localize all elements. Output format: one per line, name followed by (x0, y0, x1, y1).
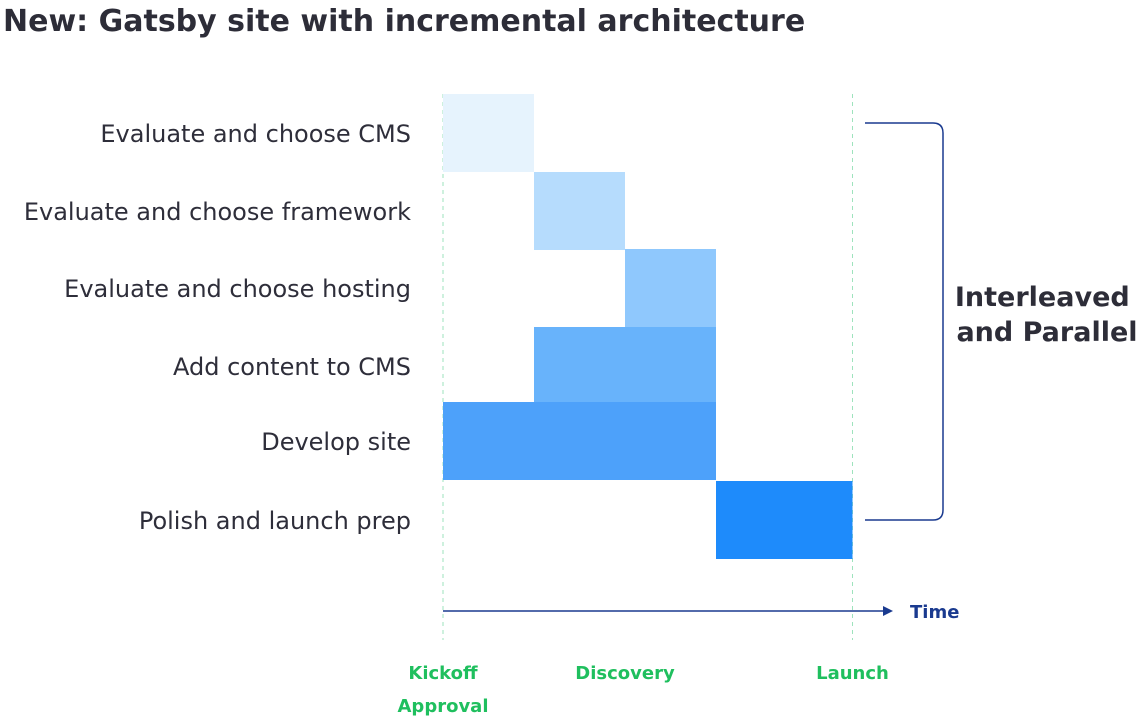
kickoff-label: Kickoff Approval (398, 663, 489, 717)
task-label: Evaluate and choose hosting (64, 275, 411, 303)
annotation-label: Interleaved and Parallel (955, 282, 1136, 348)
task-bars (443, 94, 853, 559)
time-axis: Time (443, 602, 959, 623)
task-bar (443, 402, 716, 480)
task-label: Polish and launch prep (139, 507, 411, 535)
task-label: Add content to CMS (173, 353, 411, 381)
task-label: Develop site (261, 428, 411, 456)
task-label: Evaluate and choose framework (24, 198, 411, 226)
task-bar (534, 172, 625, 250)
milestone-guide-lines (442, 94, 853, 640)
task-labels: Evaluate and choose CMS Evaluate and choo… (24, 120, 411, 535)
interleaved-annotation: Interleaved and Parallel (865, 122, 1136, 521)
time-axis-label: Time (910, 602, 959, 623)
task-bar (443, 94, 534, 172)
chart-title: New: Gatsby site with incremental archit… (3, 4, 805, 39)
time-axis-arrowhead (883, 606, 893, 616)
task-bar (625, 249, 716, 327)
annotation-line-1: Interleaved (955, 282, 1130, 313)
task-bar (534, 327, 716, 405)
task-label: Evaluate and choose CMS (100, 120, 411, 148)
launch-label: Launch (816, 663, 889, 684)
annotation-bracket (865, 122, 944, 521)
milestone-labels: Kickoff Approval Discovery Launch (398, 663, 889, 717)
annotation-line-2: and Parallel (956, 317, 1136, 348)
discovery-label: Discovery (575, 663, 675, 684)
task-bar (716, 481, 853, 559)
